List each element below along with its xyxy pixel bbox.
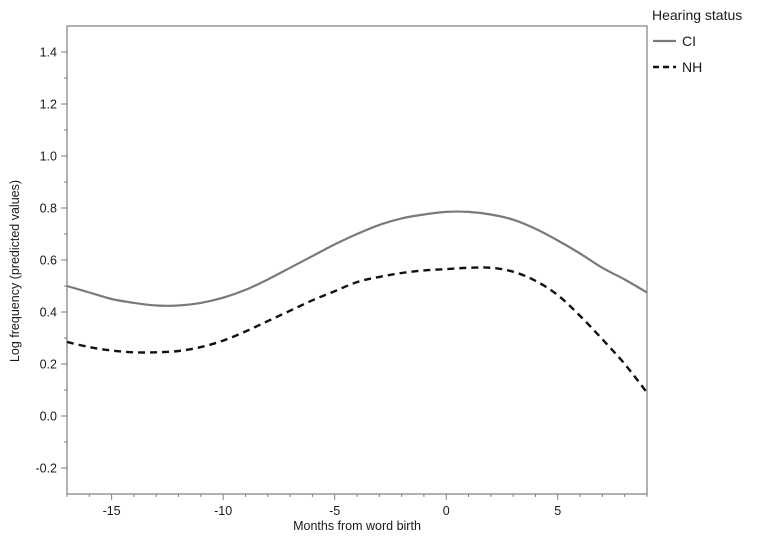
series-line-nh xyxy=(66,266,648,394)
legend-label-ci: CI xyxy=(682,33,696,49)
series-line-ci xyxy=(66,210,648,307)
y-tick-label: 0.2 xyxy=(40,358,57,372)
x-axis-title: Months from word birth xyxy=(293,519,421,533)
y-tick-label: 0.6 xyxy=(40,254,57,268)
y-tick-label: -0.2 xyxy=(35,462,57,476)
y-tick-label: 1.2 xyxy=(40,98,57,112)
y-axis: -0.2 0.0 0.2 0.4 0.6 0.8 1.0 1.2 1.4 xyxy=(35,46,67,476)
x-tick-label: 5 xyxy=(554,504,561,518)
plot-area xyxy=(66,25,648,495)
y-tick-label: 0.8 xyxy=(40,202,57,216)
series-lines xyxy=(66,210,648,394)
y-tick-label: 1.0 xyxy=(40,150,57,164)
y-axis-title: Log frequency (predicted values) xyxy=(8,180,22,362)
y-tick-label: 0.0 xyxy=(40,410,57,424)
x-tick-label: -10 xyxy=(214,504,232,518)
y-tick-label: 1.4 xyxy=(40,46,57,60)
legend-label-nh: NH xyxy=(682,59,702,75)
legend-title: Hearing status xyxy=(652,7,742,23)
x-axis: -15 -10 -5 0 5 xyxy=(66,494,648,518)
x-tick-label: 0 xyxy=(443,504,450,518)
x-tick-label: -15 xyxy=(103,504,121,518)
x-tick-label: -5 xyxy=(329,504,340,518)
plot-border xyxy=(66,25,648,495)
y-tick-label: 0.4 xyxy=(40,306,57,320)
legend: Hearing status CI NH xyxy=(652,7,742,75)
